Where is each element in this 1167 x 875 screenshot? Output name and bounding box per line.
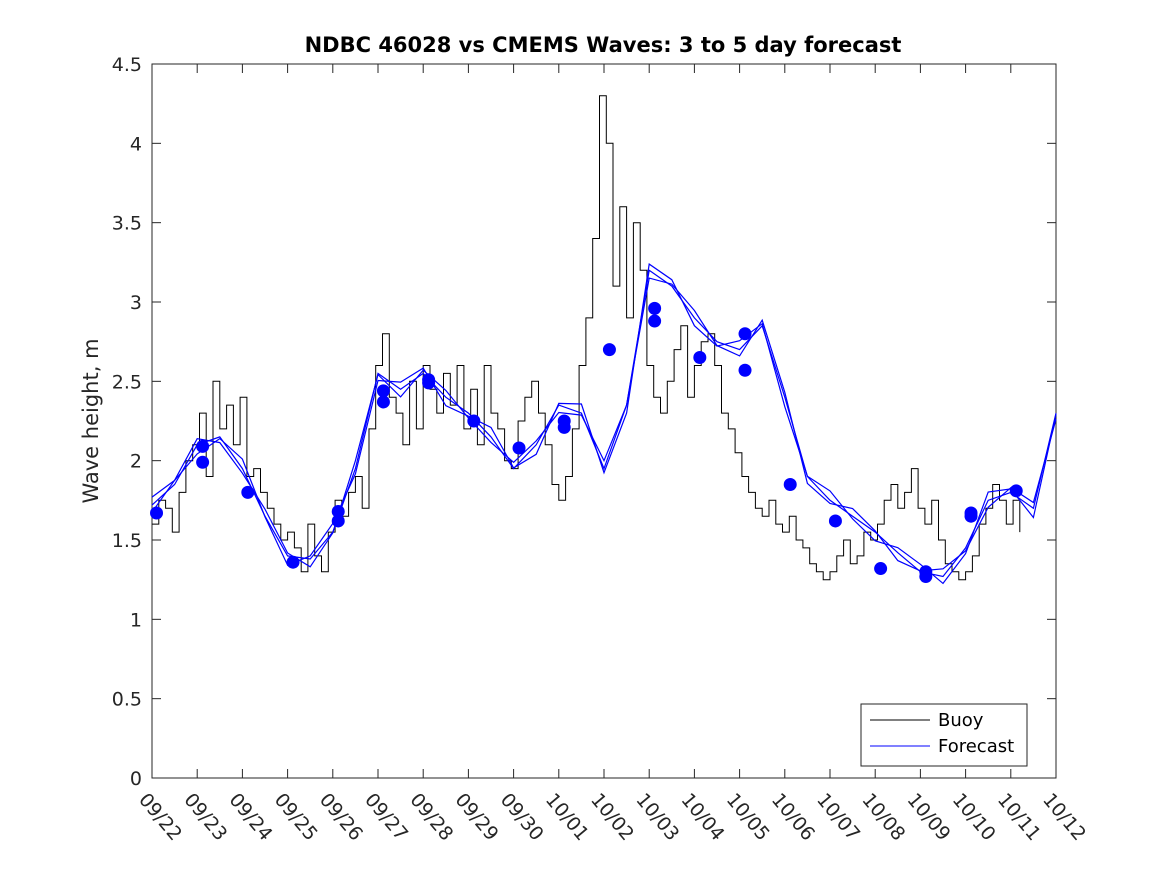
series-layer (150, 95, 1057, 585)
forecast-point (196, 439, 210, 453)
forecast-point (241, 485, 255, 499)
forecast-point (1009, 484, 1023, 498)
series-forecast-line-variant (151, 277, 1057, 572)
forecast-point (783, 477, 797, 491)
forecast-point (602, 343, 616, 357)
y-tick-label: 2 (130, 451, 142, 473)
plot-frame (151, 63, 1057, 779)
forecast-point (964, 509, 978, 523)
forecast-point (919, 569, 933, 583)
y-tick-label: 1.5 (112, 530, 142, 552)
forecast-point (557, 420, 571, 434)
forecast-point (331, 504, 345, 518)
legend-box (860, 703, 1028, 767)
series-forecast-line (151, 269, 1057, 578)
forecast-point (422, 376, 436, 390)
y-tick-label: 2.5 (112, 371, 142, 393)
legend-forecast-label: Forecast (938, 736, 1014, 757)
y-tick-label: 0.5 (112, 689, 142, 711)
forecast-point (467, 414, 481, 428)
forecast-point (693, 351, 707, 365)
legend: Buoy Forecast (860, 703, 1028, 767)
y-tick-label: 0 (130, 768, 142, 790)
y-tick-label: 1 (130, 609, 142, 631)
forecast-point (828, 514, 842, 528)
forecast-point (196, 455, 210, 469)
y-tick-label: 4 (130, 133, 142, 155)
series-forecast-line-variant (151, 263, 1057, 585)
y-axis-label: Wave height, m (79, 338, 103, 503)
y-tick-label: 3.5 (112, 213, 142, 235)
forecast-point (738, 327, 752, 341)
forecast-point (376, 395, 390, 409)
forecast-point (376, 384, 390, 398)
forecast-point (874, 562, 888, 576)
y-tick-label: 4.5 (112, 54, 142, 76)
legend-buoy-label: Buoy (938, 710, 984, 731)
chart-title: NDBC 46028 vs CMEMS Waves: 3 to 5 day fo… (305, 33, 902, 57)
forecast-point (738, 363, 752, 377)
forecast-point (648, 301, 662, 315)
y-tick-label: 3 (130, 292, 142, 314)
forecast-point (648, 314, 662, 328)
forecast-point (286, 555, 300, 569)
forecast-point (150, 506, 164, 520)
forecast-point (331, 514, 345, 528)
forecast-point (512, 441, 526, 455)
